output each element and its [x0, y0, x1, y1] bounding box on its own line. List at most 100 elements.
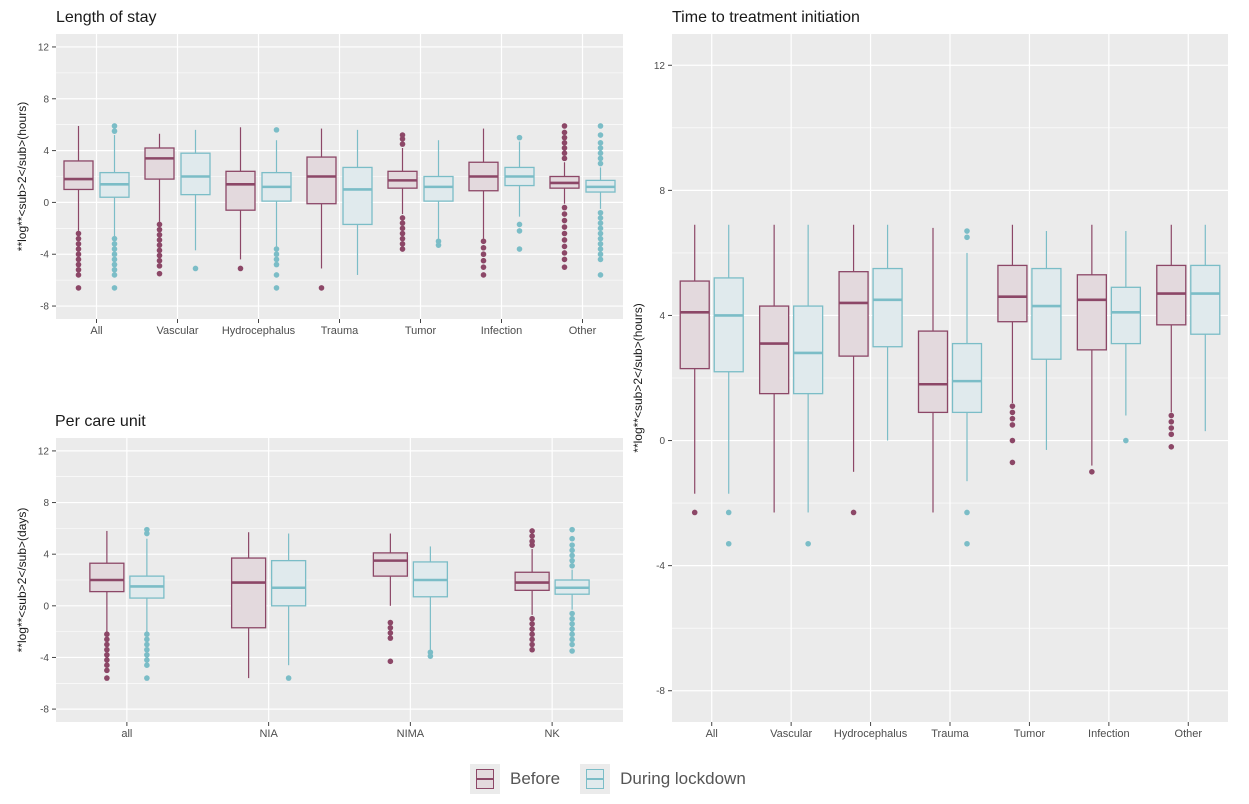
los-ytick-label: 8 — [43, 94, 49, 105]
outlier-point — [104, 657, 110, 663]
ttt-ytick-label: 8 — [659, 186, 665, 197]
box-iqr — [997, 264, 1028, 323]
los-xtick-label: All — [90, 325, 102, 337]
outlier-point — [273, 272, 280, 278]
outlier-point — [597, 246, 604, 252]
outlier-point — [529, 533, 535, 539]
box-iqr — [89, 562, 125, 593]
outlier-point — [427, 653, 434, 659]
outlier-point — [156, 247, 163, 254]
outlier-point — [1009, 459, 1016, 466]
ttt-box-before — [1156, 224, 1187, 450]
outlier-point — [399, 132, 406, 138]
los-box-during — [342, 129, 373, 275]
outlier-point — [569, 648, 575, 654]
pcu-box-during — [129, 526, 165, 681]
pcu-xtick-label: all — [121, 728, 132, 740]
pcu-ytick-label: 12 — [38, 446, 50, 457]
box-iqr — [951, 342, 983, 414]
outlier-point — [104, 631, 110, 638]
ttt-xtick-label: Other — [1175, 728, 1203, 740]
outlier-point — [111, 241, 118, 247]
los-box-during — [423, 140, 454, 248]
ttt-ytick-label: -8 — [656, 686, 665, 697]
outlier-point — [273, 256, 280, 263]
outlier-point — [144, 530, 150, 537]
outlier-point — [480, 264, 487, 270]
outlier-point — [597, 209, 604, 216]
outlier-point — [156, 242, 163, 248]
outlier-point — [387, 619, 394, 626]
box-iqr — [872, 267, 903, 348]
box-iqr — [679, 280, 710, 370]
outlier-point — [561, 145, 568, 151]
outlier-point — [427, 649, 434, 656]
box-iqr — [1076, 274, 1108, 351]
outlier-point — [569, 557, 575, 564]
ttt-box-during — [792, 224, 824, 547]
outlier-point — [144, 636, 150, 643]
outlier-point — [111, 285, 118, 291]
outlier-point — [529, 528, 535, 534]
outlier-point — [111, 235, 118, 242]
outlier-point — [561, 150, 568, 156]
box-iqr — [63, 160, 94, 191]
outlier-point — [399, 246, 406, 252]
outlier-point — [569, 542, 575, 548]
outlier-point — [156, 263, 163, 269]
outlier-point — [1168, 418, 1175, 425]
ttt-box-during — [951, 228, 983, 547]
los-box-before — [387, 132, 418, 252]
box-iqr — [372, 552, 409, 577]
outlier-point — [111, 251, 118, 258]
ttt-box-before — [838, 224, 869, 516]
outlier-point — [273, 251, 280, 258]
los-panel: -8 -4 0 4 8 12 All Vascular Hydrocephalus Trauma T… — [15, 34, 623, 337]
box-iqr — [838, 271, 869, 357]
outlier-point — [156, 252, 163, 259]
outlier-point — [144, 641, 150, 648]
outlier-point — [480, 238, 487, 245]
los-xtick-label: Tumor — [405, 325, 437, 337]
outlier-point — [156, 221, 163, 228]
outlier-point — [111, 261, 118, 268]
outlier-point — [597, 150, 604, 156]
outlier-point — [561, 250, 568, 256]
outlier-point — [1089, 469, 1095, 475]
los-box-before — [549, 123, 580, 270]
outlier-point — [561, 211, 568, 217]
outlier-point — [964, 509, 970, 516]
legend-label-during: During lockdown — [620, 769, 746, 788]
outlier-point — [237, 265, 244, 272]
outlier-point — [435, 242, 442, 248]
box-iqr — [1190, 264, 1221, 335]
outlier-point — [480, 251, 487, 258]
outlier-point — [273, 246, 280, 252]
outlier-point — [597, 251, 604, 258]
outlier-point — [569, 535, 575, 542]
outlier-point — [597, 145, 604, 151]
outlier-point — [516, 134, 523, 141]
outlier-point — [75, 266, 82, 273]
ttt-panel: -8 -4 0 4 8 12 All Vascular Hydrocephalus Trauma T… — [631, 34, 1228, 740]
outlier-point — [569, 552, 575, 559]
ttt-box-during — [872, 224, 903, 441]
outlier-point — [111, 123, 118, 129]
legend: Before During lockdown — [470, 764, 756, 794]
box-iqr — [792, 305, 824, 395]
los-box-during — [180, 129, 211, 272]
los-ytick-label: -8 — [40, 302, 49, 313]
box-iqr — [1156, 264, 1187, 326]
outlier-point — [569, 610, 575, 617]
outlier-point — [691, 509, 698, 516]
outlier-point — [104, 641, 110, 648]
outlier-point — [597, 235, 604, 242]
outlier-point — [561, 217, 568, 224]
outlier-point — [561, 134, 568, 141]
pcu-box-during — [554, 526, 590, 654]
outlier-point — [561, 230, 568, 237]
outlier-point — [569, 636, 575, 643]
outlier-point — [725, 540, 732, 547]
los-box-during — [504, 134, 535, 252]
outlier-point — [529, 621, 535, 627]
